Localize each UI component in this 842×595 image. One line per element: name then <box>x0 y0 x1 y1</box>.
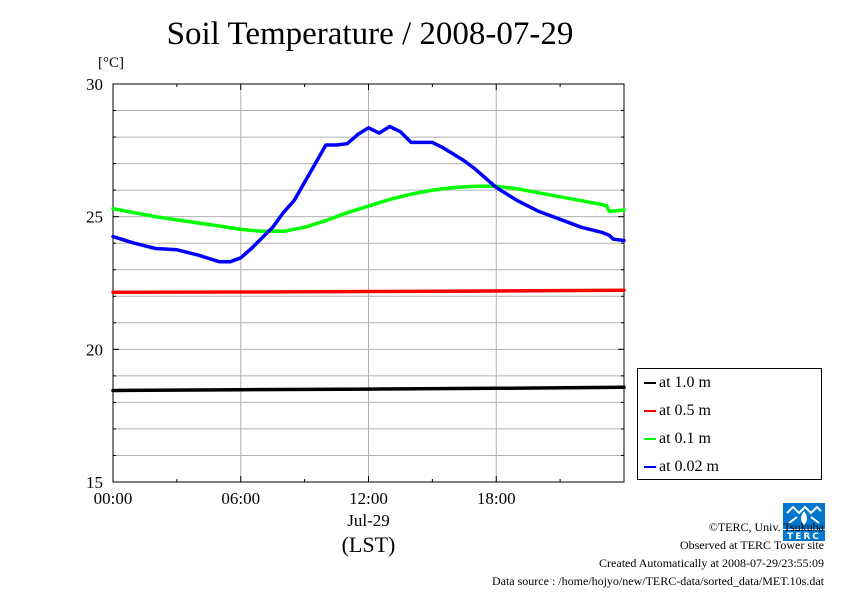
legend: at 1.0 m at 0.5 m at 0.1 m at 0.02 m <box>637 368 822 480</box>
legend-label: at 0.5 m <box>659 402 711 419</box>
series-line <box>111 124 626 264</box>
legend-item: at 0.1 m <box>644 429 711 449</box>
y-tick-label: 15 <box>86 473 103 492</box>
legend-swatch <box>644 410 656 412</box>
y-tick-label: 30 <box>86 75 103 94</box>
y-tick-label: 20 <box>86 340 103 359</box>
credit-copyright: ©TERC, Univ. Tsukuba <box>708 520 824 534</box>
legend-item: at 0.5 m <box>644 401 711 421</box>
legend-swatch <box>644 438 656 440</box>
credits: ©TERC, Univ. Tsukuba Observed at TERC To… <box>492 518 824 590</box>
x-tick-label: 06:00 <box>221 489 260 508</box>
series-line <box>111 385 626 393</box>
legend-swatch <box>644 466 656 468</box>
legend-swatch <box>644 382 656 384</box>
series-line <box>111 288 626 295</box>
x-tick-label: 18:00 <box>477 489 516 508</box>
series-line <box>111 184 626 234</box>
x-tick-label: 12:00 <box>349 489 388 508</box>
y-unit-label: [°C] <box>98 55 124 71</box>
legend-label: at 0.1 m <box>659 430 711 447</box>
legend-label: at 1.0 m <box>659 374 711 391</box>
chart-title: Soil Temperature / 2008-07-29 <box>166 16 574 52</box>
x-date-label: Jul-29 <box>347 511 390 530</box>
terc-logo: TERC <box>783 503 825 541</box>
legend-item: at 1.0 m <box>644 373 711 393</box>
logo-text: TERC <box>787 532 821 541</box>
y-tick-label: 25 <box>86 208 103 227</box>
legend-label: at 0.02 m <box>659 458 719 475</box>
legend-item: at 0.02 m <box>644 457 719 477</box>
credit-created: Created Automatically at 2008-07-29/23:5… <box>599 556 824 570</box>
credit-source: Data source : /home/hojyo/new/TERC-data/… <box>491 574 824 588</box>
credit-site: Observed at TERC Tower site <box>679 538 824 552</box>
x-tick-label: 00:00 <box>94 489 133 508</box>
x-axis-label: (LST) <box>342 532 396 557</box>
